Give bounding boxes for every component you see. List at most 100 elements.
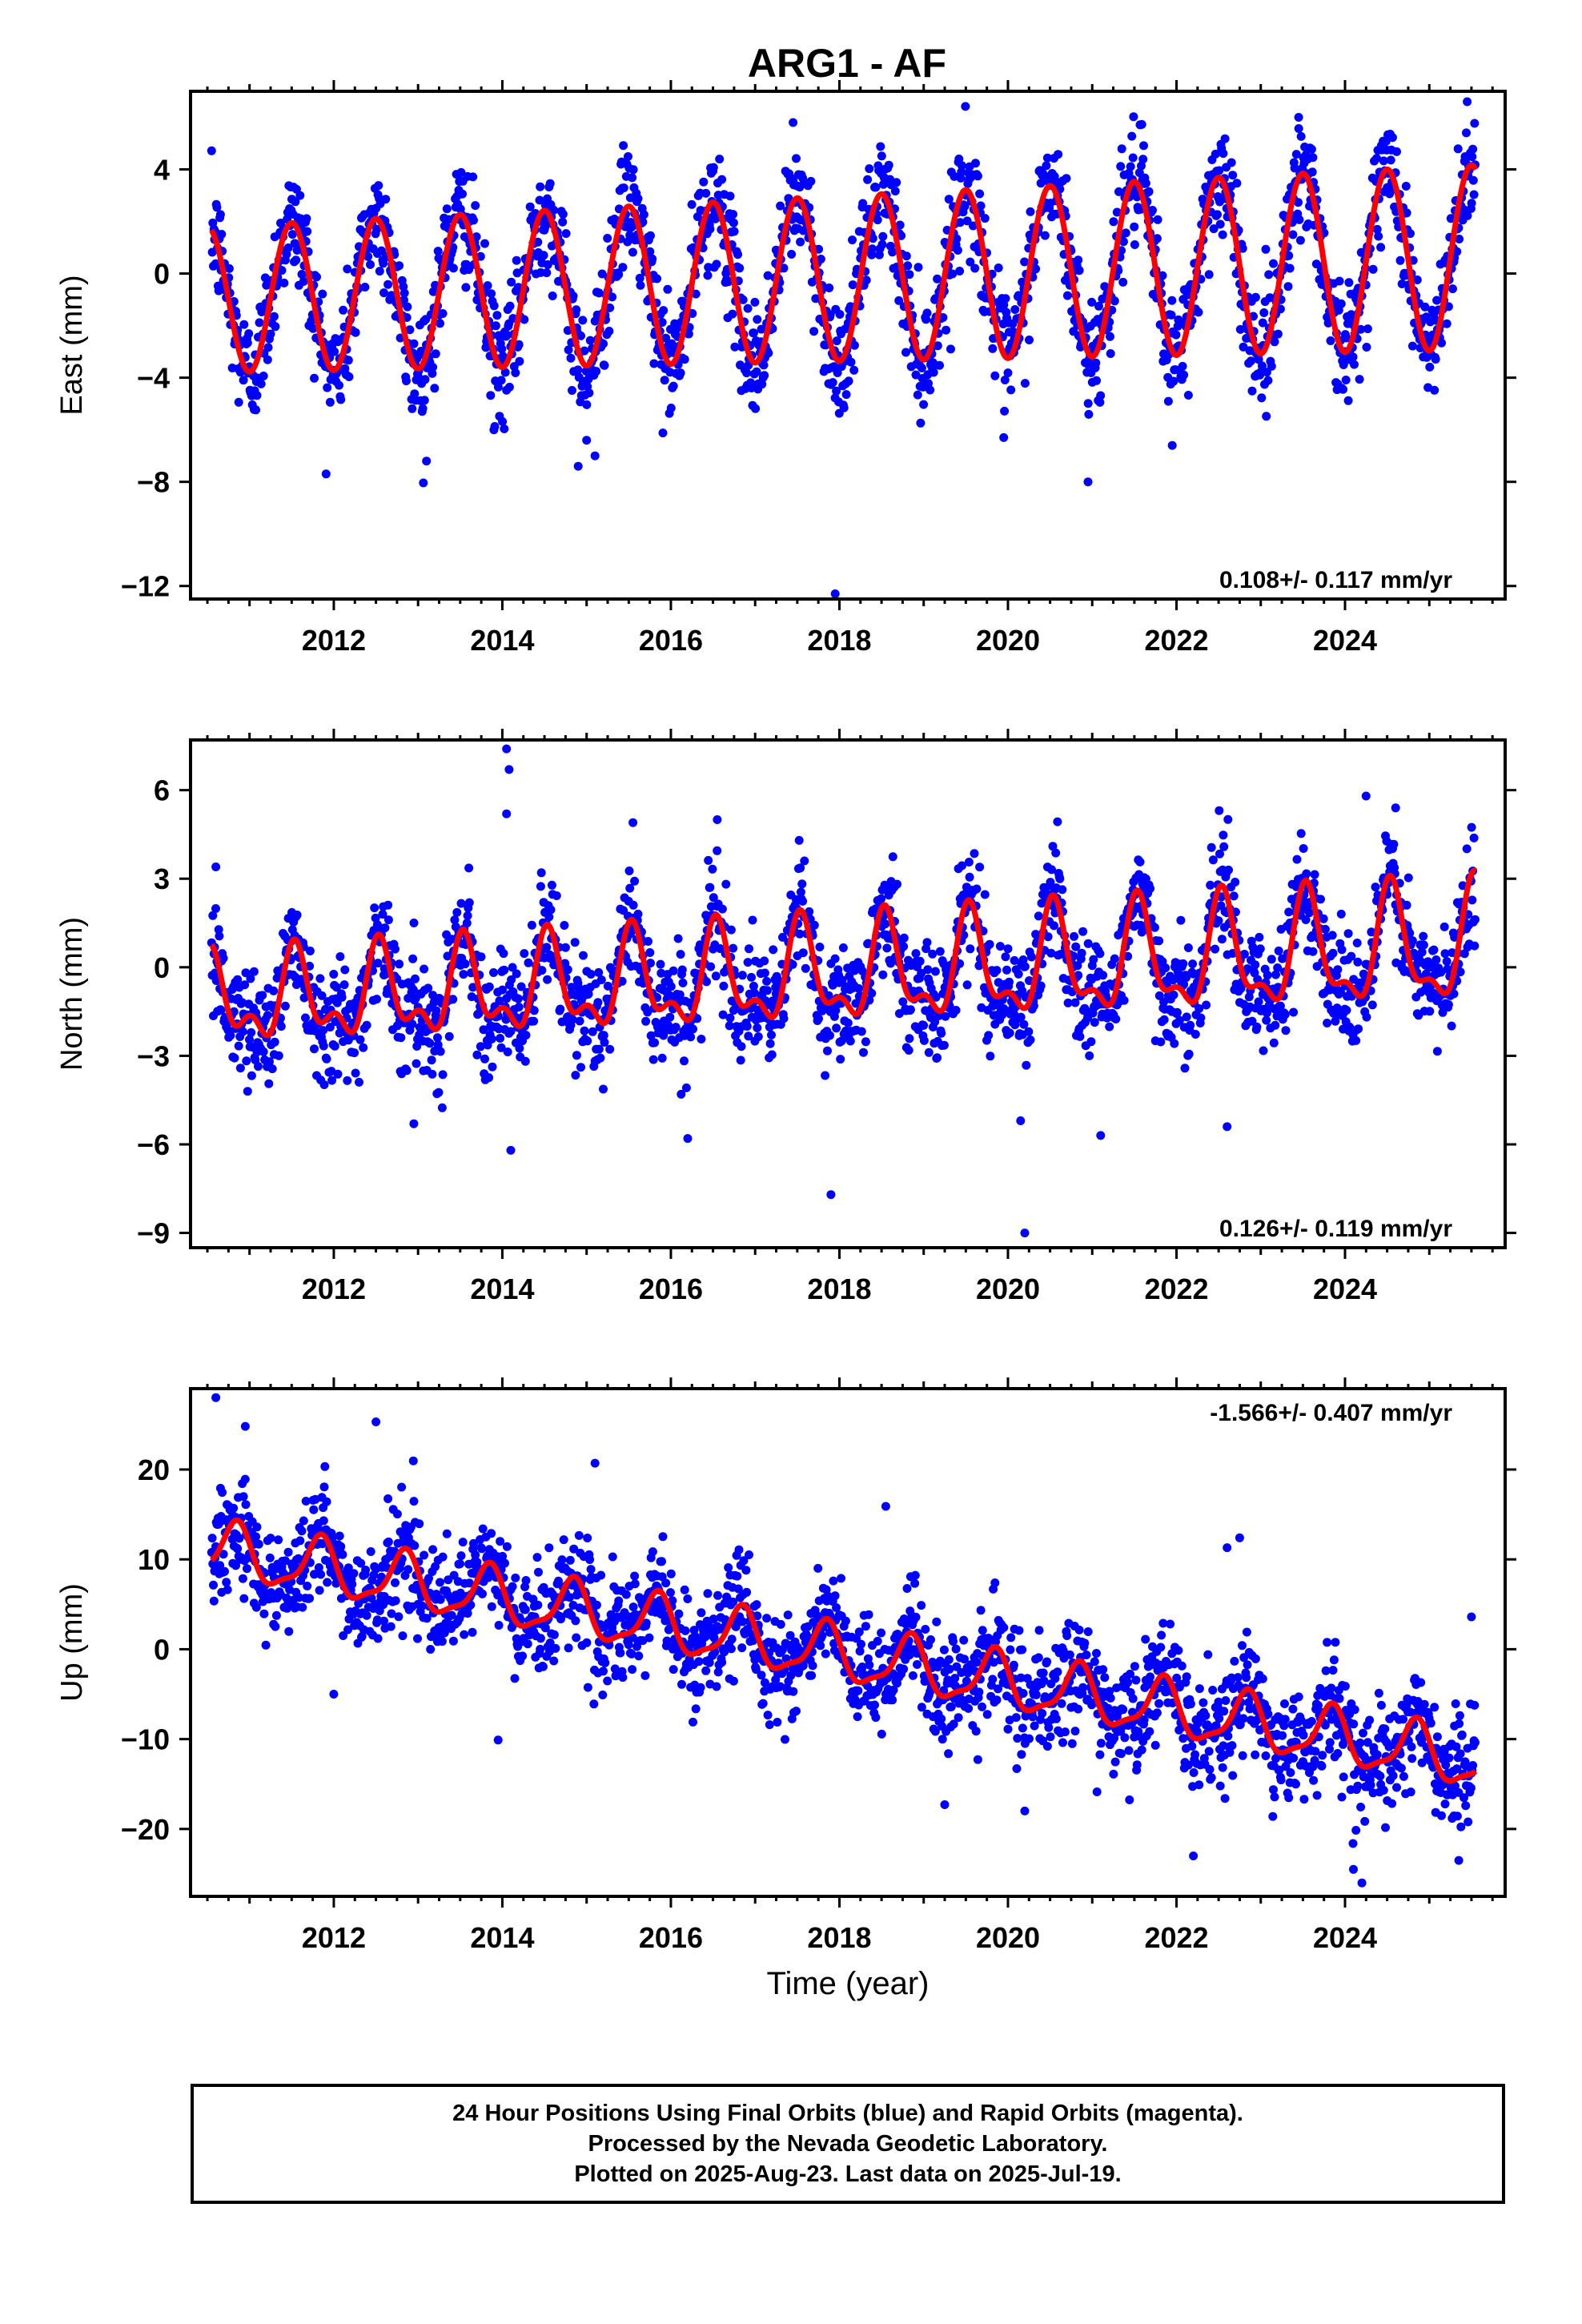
data-point — [605, 1044, 615, 1054]
data-point — [212, 203, 222, 212]
data-point — [1139, 141, 1148, 151]
data-point — [391, 1578, 400, 1587]
data-point — [1042, 153, 1052, 163]
data-point — [493, 382, 503, 392]
data-point — [599, 1031, 608, 1040]
data-point — [245, 1035, 254, 1044]
data-point — [1439, 922, 1449, 931]
data-point — [1191, 1030, 1200, 1039]
data-point — [558, 210, 568, 219]
data-point — [270, 1037, 279, 1047]
data-point — [715, 155, 725, 164]
data-point — [666, 404, 676, 412]
data-point — [1254, 355, 1263, 364]
data-point — [1000, 406, 1010, 416]
data-point — [247, 1071, 256, 1080]
panels-group: 2012 2014 2016 2018 2020 2022 202440−4−8−12Eas… — [55, 80, 1516, 2001]
data-point — [1294, 198, 1303, 207]
data-point — [468, 172, 478, 182]
data-point — [1258, 318, 1267, 328]
data-point — [594, 967, 604, 977]
data-point — [848, 235, 857, 245]
data-point — [821, 1071, 830, 1080]
data-point — [1083, 399, 1093, 408]
data-point — [1178, 361, 1187, 371]
data-point — [628, 173, 637, 183]
data-point — [217, 230, 227, 239]
data-point — [1307, 167, 1317, 177]
data-point — [355, 1077, 363, 1087]
data-point — [1209, 224, 1219, 234]
data-point-outlier — [422, 456, 432, 466]
data-point — [676, 368, 685, 378]
data-point — [263, 1011, 272, 1020]
data-point — [1284, 251, 1294, 260]
data-point — [814, 1014, 823, 1023]
data-point — [322, 1497, 331, 1506]
data-point — [211, 904, 220, 913]
data-point-outlier — [1083, 477, 1093, 487]
data-point — [476, 251, 485, 261]
data-point — [1026, 207, 1035, 216]
data-point — [619, 183, 628, 193]
data-point — [648, 254, 657, 263]
data-point — [511, 368, 520, 377]
data-point — [468, 983, 478, 992]
data-point — [361, 1566, 371, 1574]
data-point — [572, 1051, 581, 1060]
data-point — [1062, 174, 1071, 183]
data-point — [762, 986, 772, 995]
data-point — [412, 1059, 421, 1068]
data-point — [571, 1071, 580, 1080]
data-point — [336, 395, 346, 404]
data-point — [1336, 909, 1346, 919]
data-point — [1184, 1049, 1194, 1059]
data-point — [372, 224, 382, 234]
data-point — [1333, 965, 1343, 975]
data-point — [432, 1006, 441, 1015]
data-point — [890, 187, 900, 196]
data-point — [603, 234, 612, 243]
data-point — [858, 199, 868, 208]
data-point — [776, 201, 785, 211]
data-point — [1138, 155, 1148, 164]
data-point — [572, 305, 581, 315]
data-point — [976, 201, 986, 211]
data-point — [1144, 187, 1154, 196]
data-point — [266, 329, 275, 339]
data-point — [312, 272, 321, 282]
data-point — [1135, 857, 1145, 866]
data-point — [669, 966, 678, 975]
data-point — [1002, 965, 1011, 975]
data-point — [705, 883, 715, 892]
data-point — [832, 1023, 841, 1033]
data-point — [274, 1535, 283, 1545]
data-point — [1163, 396, 1173, 406]
data-point — [251, 405, 261, 415]
chart-title: ARG1 - AF — [748, 41, 946, 86]
data-point — [1239, 342, 1248, 352]
data-point — [1397, 279, 1407, 288]
data-point — [903, 261, 913, 271]
data-point — [1283, 282, 1293, 292]
data-point — [488, 1062, 497, 1072]
data-point — [274, 1051, 283, 1060]
data-point — [578, 316, 588, 325]
data-point — [433, 1033, 442, 1043]
data-point — [797, 879, 807, 889]
data-point — [514, 1003, 524, 1011]
data-point — [658, 428, 668, 438]
data-point — [1432, 296, 1442, 305]
data-point — [484, 1073, 494, 1083]
data-point — [476, 952, 486, 962]
data-point — [433, 247, 443, 256]
data-point — [239, 1492, 248, 1502]
data-point — [1470, 119, 1480, 128]
x-tick-label: 2012 — [302, 1273, 366, 1305]
data-point — [259, 372, 268, 380]
data-point — [669, 381, 678, 391]
data-point — [239, 320, 249, 329]
data-point — [362, 1020, 371, 1030]
data-point — [292, 911, 302, 919]
data-point — [1471, 915, 1480, 924]
